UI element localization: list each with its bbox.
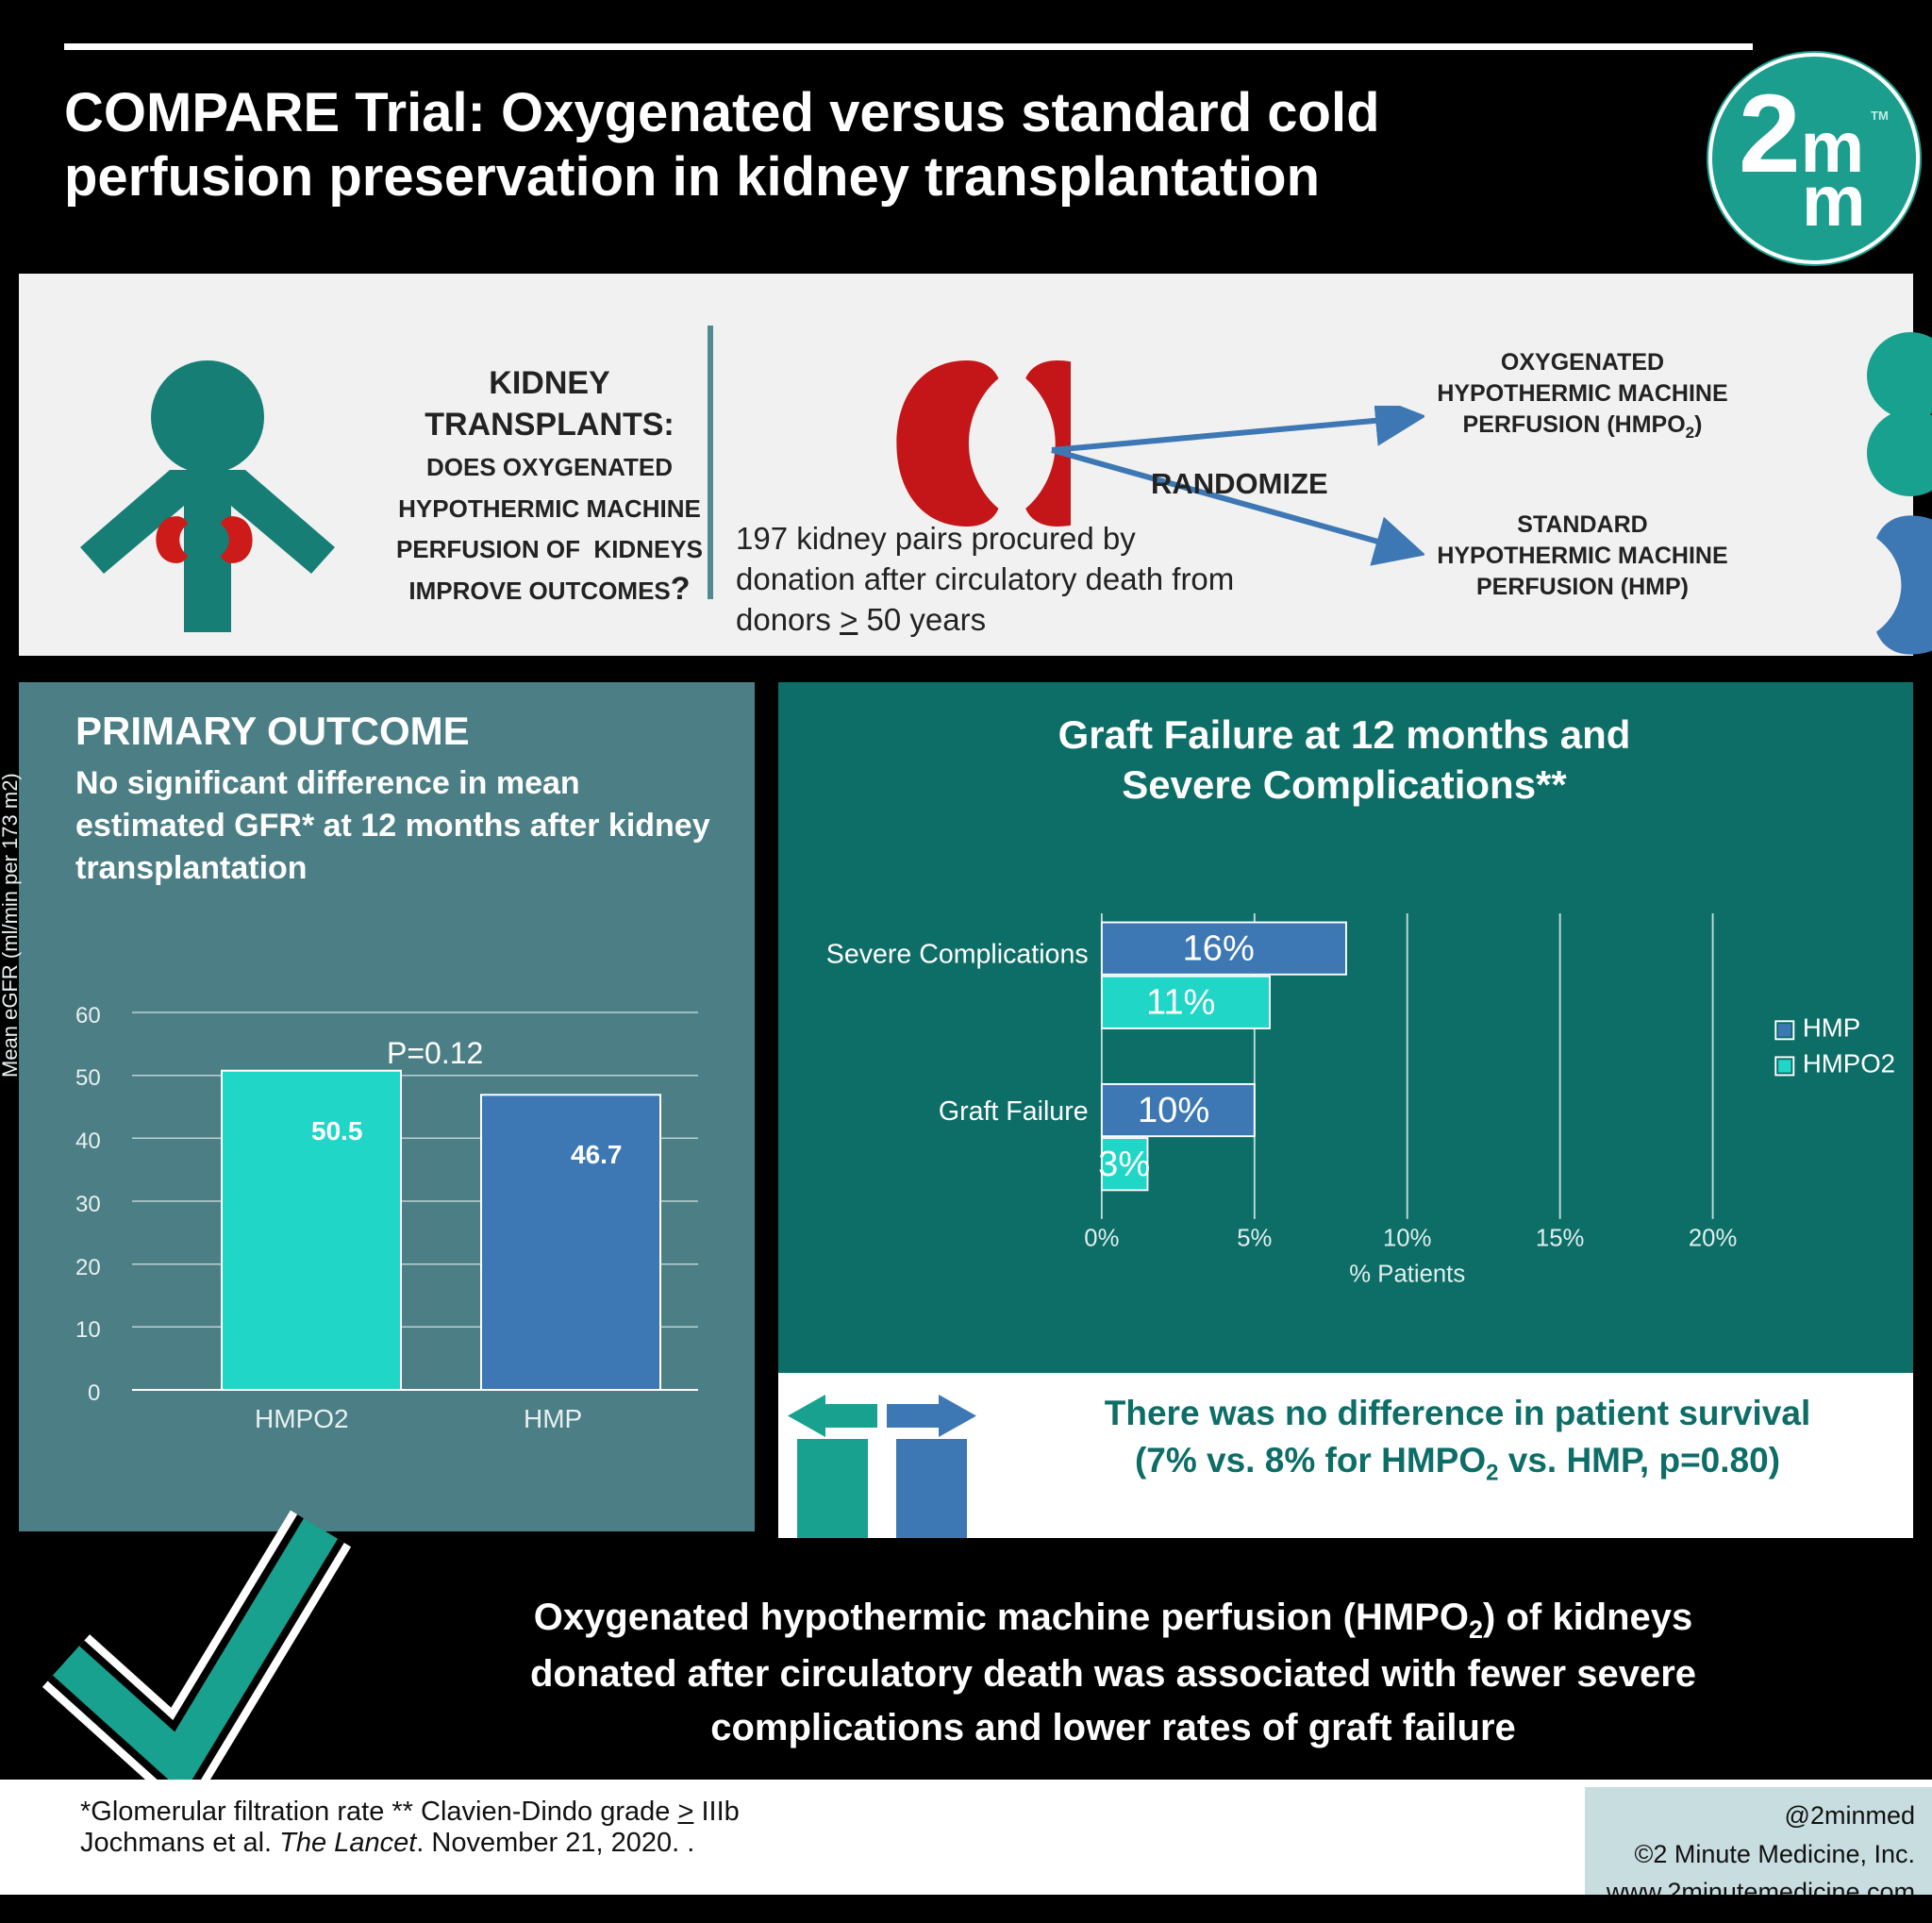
svg-text:% Patients: % Patients: [1349, 1261, 1465, 1287]
svg-text:10%: 10%: [1138, 1091, 1209, 1130]
svg-text:10%: 10%: [1383, 1225, 1431, 1251]
svg-text:Graft Failure: Graft Failure: [939, 1096, 1089, 1127]
svg-text:5%: 5%: [1237, 1225, 1272, 1251]
svg-text:HMPO2: HMPO2: [1803, 1049, 1895, 1079]
svg-text:16%: 16%: [1183, 929, 1255, 969]
svg-text:20%: 20%: [1689, 1225, 1737, 1251]
svg-text:0%: 0%: [1084, 1225, 1119, 1251]
svg-text:HMP: HMP: [1803, 1012, 1860, 1042]
svg-text:Severe Complications: Severe Complications: [826, 939, 1089, 969]
svg-text:3%: 3%: [1098, 1145, 1150, 1184]
svg-text:15%: 15%: [1536, 1225, 1584, 1251]
svg-text:11%: 11%: [1146, 983, 1215, 1023]
